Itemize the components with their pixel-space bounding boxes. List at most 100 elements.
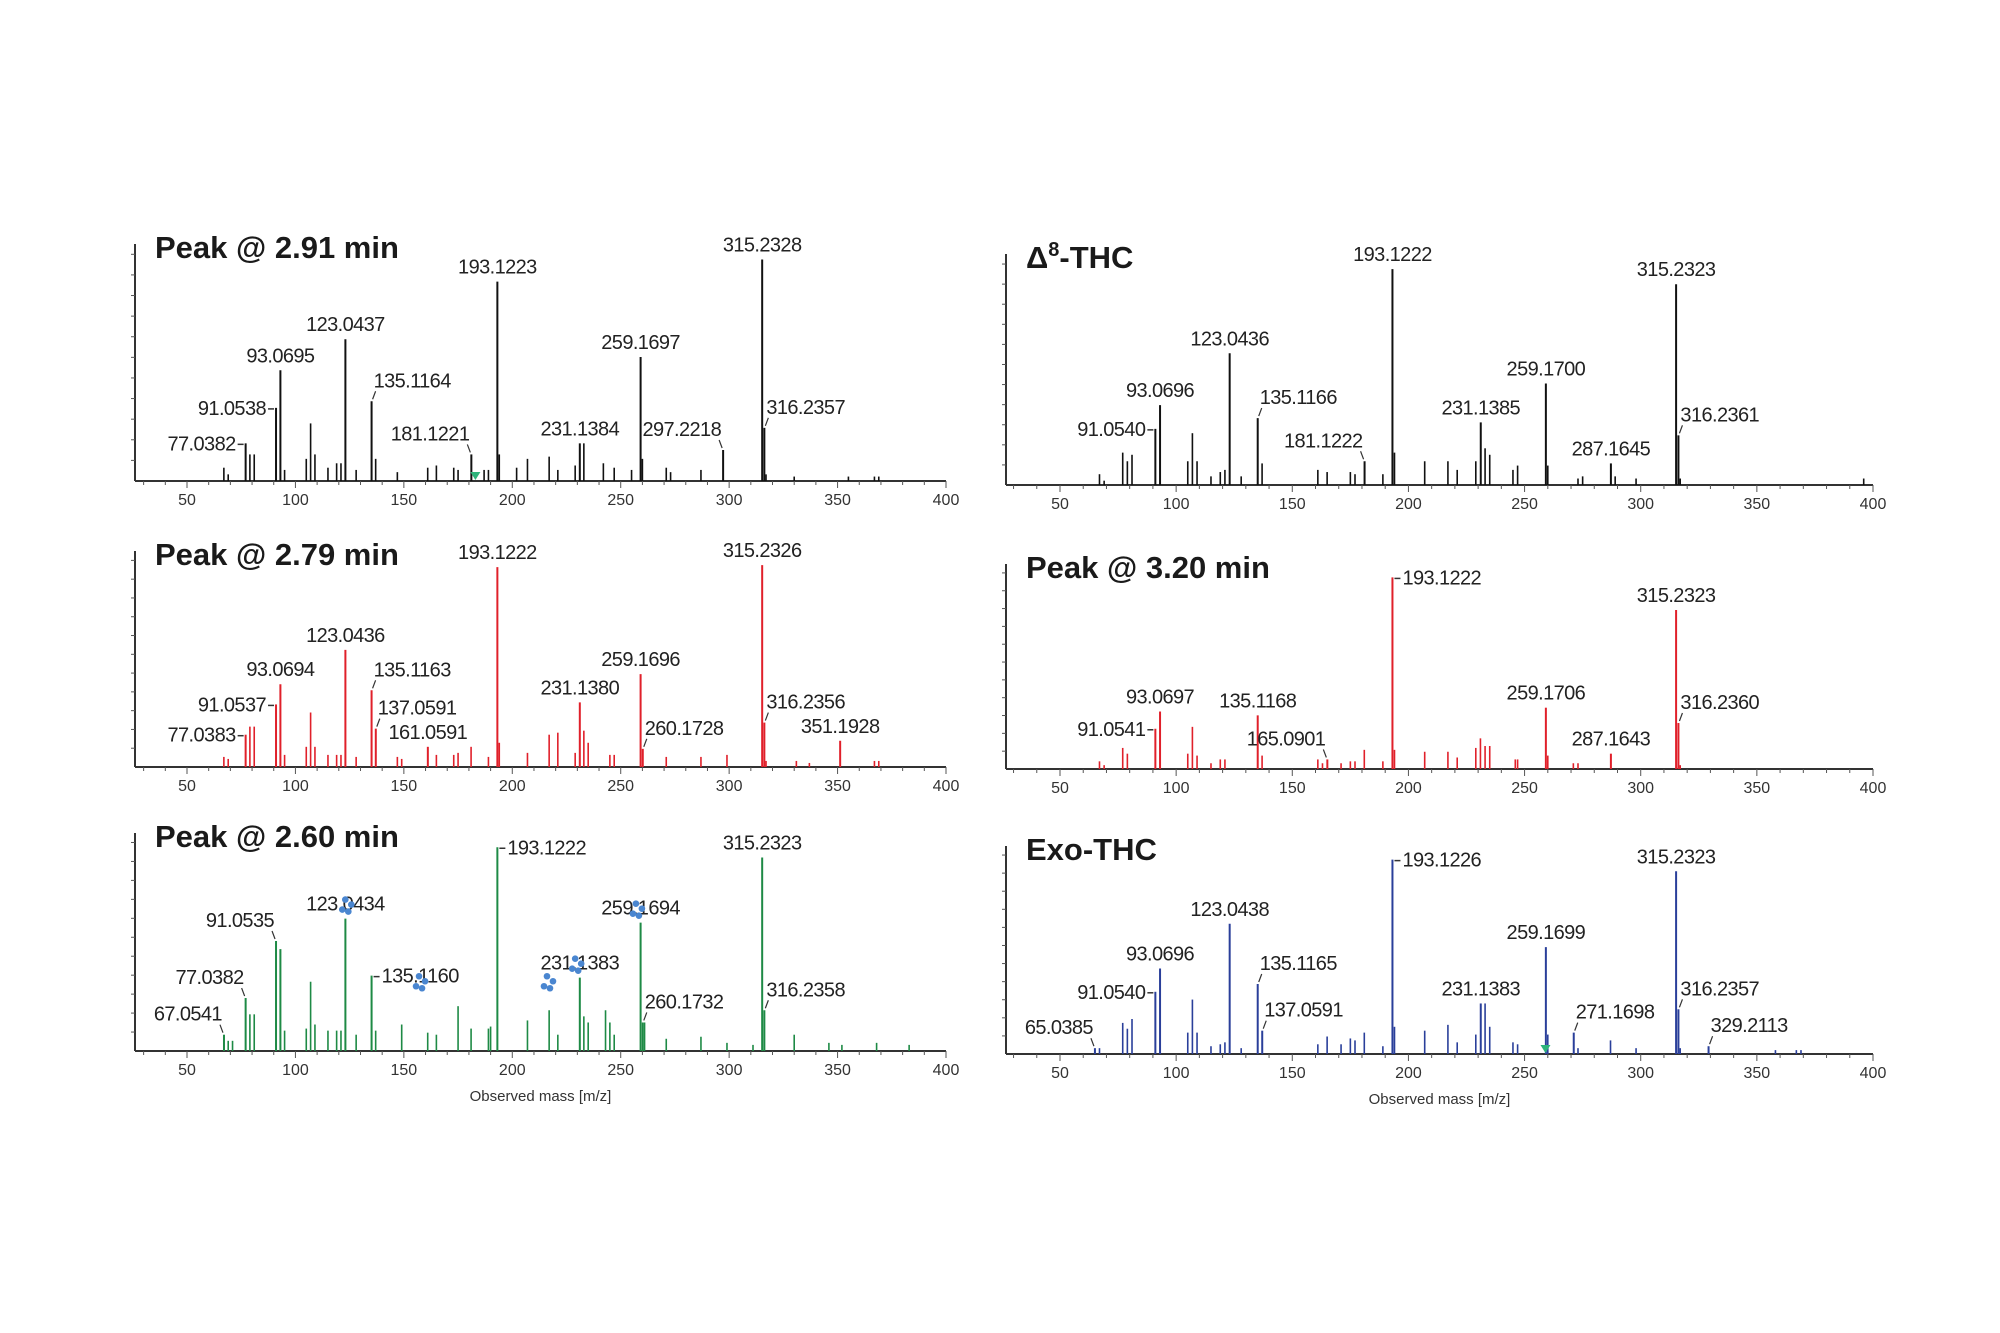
molecule-fragment-icon: [412, 972, 429, 992]
x-tick-label: 200: [1395, 1065, 1422, 1082]
x-tick-label: 250: [1511, 1065, 1538, 1082]
peak-label: 316.2358: [766, 979, 845, 1001]
label-leader: [219, 1024, 224, 1033]
peak-label: 137.0591: [378, 698, 457, 720]
peak-label: 137.0591: [1264, 1000, 1343, 1022]
molecule-atom: [540, 982, 548, 990]
peak-label: 259.1700: [1507, 359, 1586, 381]
peak-label: 260.1728: [645, 718, 724, 740]
molecule-atom: [568, 965, 576, 972]
x-axis-label: Observed mass [m/z]: [470, 1088, 612, 1105]
molecule-fragment-icon: [629, 900, 646, 919]
molecule-atom: [546, 984, 554, 992]
x-tick-label: 100: [282, 778, 309, 795]
x-tick-label: 400: [933, 778, 960, 795]
peak-label: 316.2356: [766, 692, 845, 714]
label-leader: [1678, 712, 1683, 722]
peak-label: 316.2357: [1680, 978, 1759, 1000]
label-leader: [466, 444, 471, 453]
peak-label: 287.1643: [1572, 729, 1651, 751]
x-tick-label: 100: [1163, 780, 1190, 797]
panel-title: Peak @ 2.60 min: [155, 819, 399, 854]
peak-label: 287.1645: [1572, 438, 1651, 460]
label-leader: [376, 718, 381, 727]
peak-label: 77.0382: [176, 967, 245, 989]
x-tick-label: 50: [1051, 1065, 1069, 1082]
peak-label: 259.1697: [601, 332, 680, 354]
x-tick-label: 200: [1395, 496, 1422, 513]
label-leader: [764, 712, 769, 721]
x-tick-label: 250: [1511, 780, 1538, 797]
label-leader: [1709, 1036, 1714, 1045]
peak-label: 123.0436: [306, 625, 385, 647]
x-tick-label: 400: [1860, 780, 1887, 797]
peak-label: 316.2357: [766, 397, 845, 419]
peak-label: 193.1222: [1353, 244, 1432, 266]
peak-label: 259.1706: [1507, 683, 1586, 705]
peak-label: 91.0540: [1077, 419, 1146, 441]
peak-label: 315.2323: [1637, 585, 1716, 607]
panel-title: Δ8-THC: [1026, 239, 1133, 275]
peak-label: 231.1380: [540, 677, 619, 699]
label-leader: [643, 738, 648, 748]
peak-label: 91.0540: [1077, 982, 1146, 1004]
peak-label: 123.0438: [1190, 899, 1269, 921]
peak-label: 165.0901: [1247, 728, 1326, 750]
peak-label: 91.0541: [1077, 719, 1146, 741]
label-leader: [372, 680, 377, 689]
peak-label: 67.0541: [154, 1004, 223, 1026]
marker-triangle-icon: [1540, 1045, 1551, 1053]
molecule-atom: [571, 955, 579, 962]
label-leader: [1258, 973, 1263, 983]
title-superscript: 8: [1048, 239, 1059, 261]
molecule-atom: [638, 905, 646, 912]
label-leader: [764, 417, 769, 427]
x-tick-label: 400: [1860, 496, 1887, 513]
peak-label: 123.0436: [1190, 328, 1269, 350]
peak-label: 259.1696: [601, 649, 680, 671]
peak-label: 161.0591: [389, 722, 468, 744]
x-tick-label: 350: [824, 492, 851, 509]
peak-label: 315.2328: [723, 235, 802, 257]
peak-label: 77.0382: [168, 433, 237, 455]
x-tick-label: 400: [933, 492, 960, 509]
x-tick-label: 400: [933, 1062, 960, 1079]
x-tick-label: 150: [1279, 780, 1306, 797]
x-tick-label: 50: [1051, 496, 1069, 513]
peak-label: 93.0697: [1126, 687, 1195, 709]
label-leader: [643, 1012, 648, 1021]
x-tick-label: 50: [178, 778, 196, 795]
x-tick-label: 150: [1279, 496, 1306, 513]
peak-label: 181.1221: [391, 423, 470, 445]
x-tick-label: 100: [1163, 496, 1190, 513]
panel-title: Peak @ 3.20 min: [1026, 550, 1270, 585]
panel-title: Exo-THC: [1026, 832, 1157, 867]
label-leader: [1678, 425, 1683, 434]
x-tick-label: 300: [716, 778, 743, 795]
label-leader: [764, 1000, 769, 1009]
peak-label: 260.1732: [645, 991, 724, 1013]
molecule-fragment-icon: [339, 896, 355, 915]
x-tick-label: 300: [716, 1062, 743, 1079]
peak-label: 315.2323: [1637, 259, 1716, 281]
peak-label: 135.1164: [374, 370, 452, 392]
peak-label: 65.0385: [1025, 1017, 1094, 1039]
label-leader: [1322, 749, 1327, 758]
peak-label: 315.2326: [723, 540, 802, 562]
label-leader: [718, 439, 723, 449]
molecule-atom: [412, 982, 420, 990]
spectrum-panel-6: 50 100 150 200 250 300 350 400 65.0385 91.0540 93.…: [1002, 832, 1886, 1108]
peak-label: 123.0434: [306, 894, 385, 916]
panel-title: Peak @ 2.79 min: [155, 537, 399, 572]
x-tick-label: 350: [824, 778, 851, 795]
peak-label: 315.2323: [723, 832, 802, 854]
label-leader: [1090, 1037, 1095, 1047]
x-tick-label: 250: [607, 778, 634, 795]
molecule-atom: [348, 901, 355, 908]
molecule-atom: [629, 910, 637, 917]
title-rest: -THC: [1059, 240, 1133, 275]
molecule-atom: [635, 912, 643, 919]
x-tick-label: 400: [1860, 1065, 1887, 1082]
spectrum-panel-5: 50 100 150 200 250 300 350 400 91.0541 93.0697 135…: [1002, 550, 1886, 797]
